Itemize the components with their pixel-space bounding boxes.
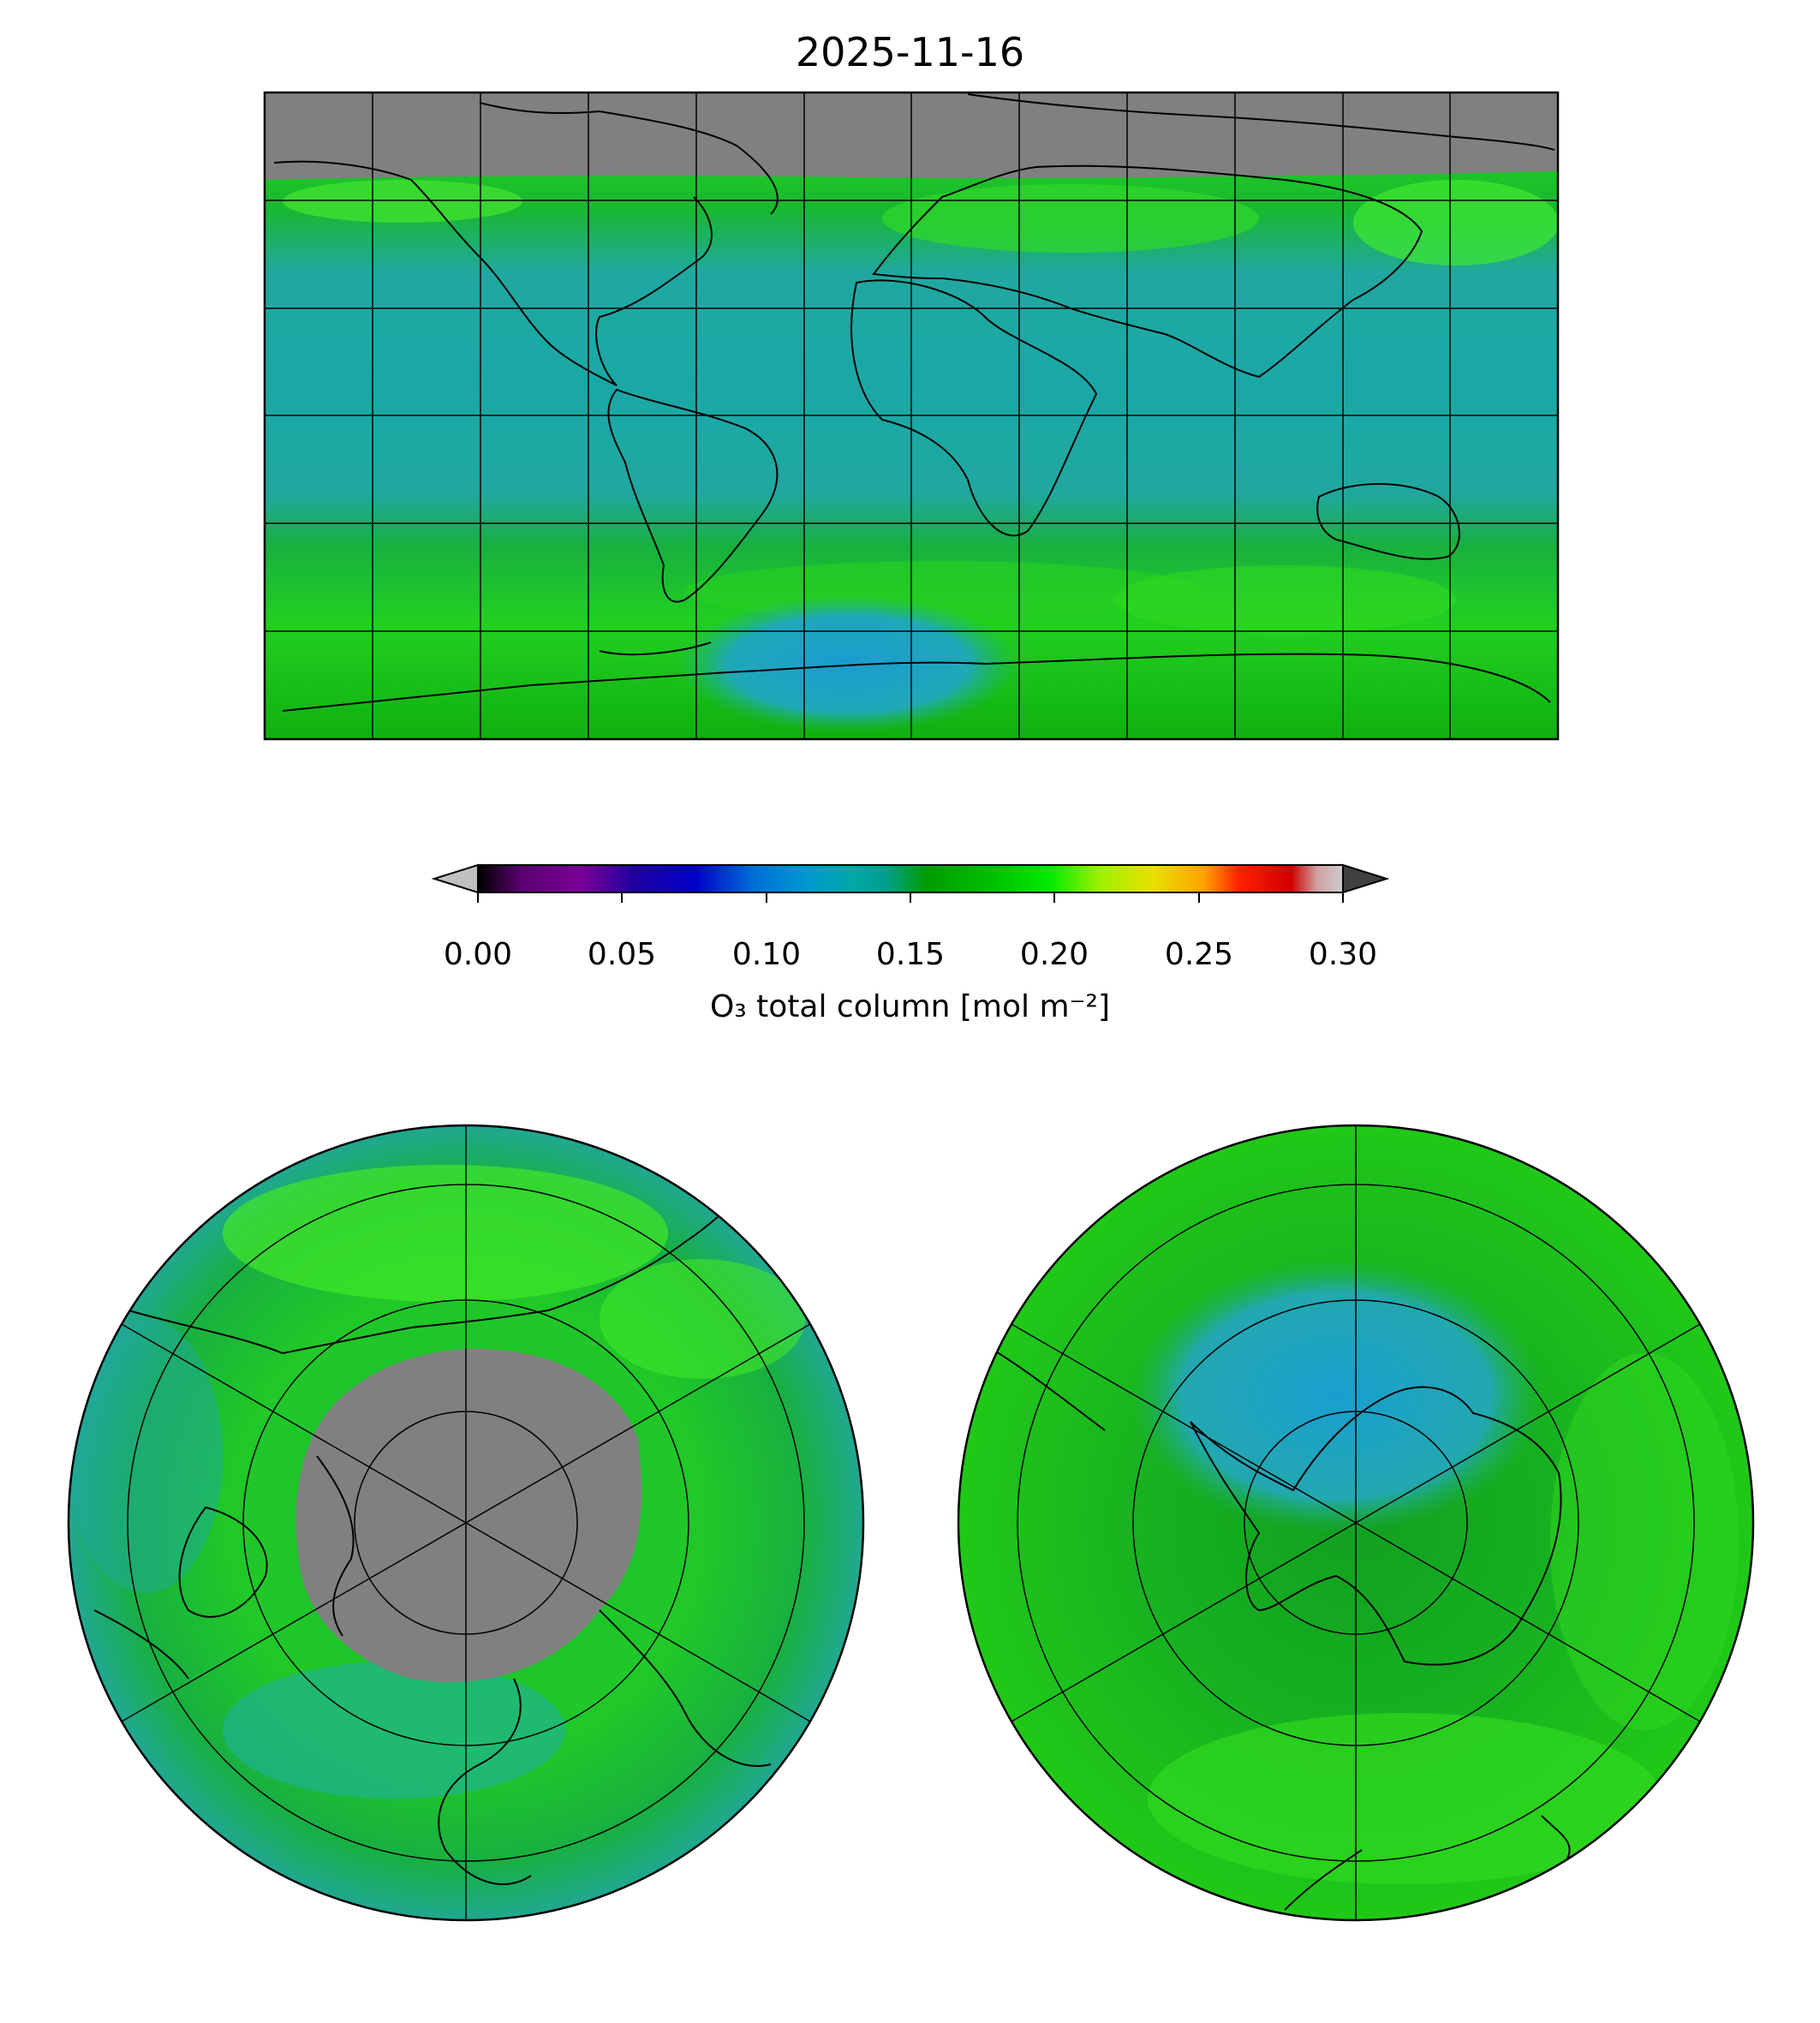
ozone-hole [677,595,1019,732]
colorbar-tick-label: 0.25 [1164,937,1234,972]
colorbar-tick-label: 0.30 [1308,937,1378,972]
north-polar-map [69,1125,863,1920]
colorbar-gradient [478,865,1343,892]
colorbar-tick-label: 0.05 [587,937,657,972]
figure-title: 2025-11-16 [795,29,1025,75]
graticule [121,1125,811,1920]
coastlines [273,93,1555,712]
coastlines [984,1344,1571,1911]
colorbar-over-arrow [1342,863,1390,894]
global-map [265,92,1558,739]
north-polar-frame [67,1124,865,1922]
graticule [265,92,1558,739]
south-polar-frame [957,1124,1755,1922]
south-polar-map [958,1125,1753,1920]
colorbar-tick-label: 0.20 [1019,937,1089,972]
colorbar-label: O₃ total column [mol m⁻²] [709,989,1111,1024]
ozone-hole [1131,1259,1542,1533]
no-data-region [295,1348,642,1683]
colorbar-tick-label: 0.15 [875,937,946,972]
colorbar-tick-label: 0.10 [731,937,802,972]
graticule [1011,1125,1701,1920]
global-map-frame [263,91,1560,741]
coastlines [93,1198,772,1885]
colorbar-tick-label: 0.00 [443,937,513,972]
colorbar-under-arrow [431,863,479,894]
colorbar-ticks [477,892,1344,903]
colorbar [431,863,1390,903]
